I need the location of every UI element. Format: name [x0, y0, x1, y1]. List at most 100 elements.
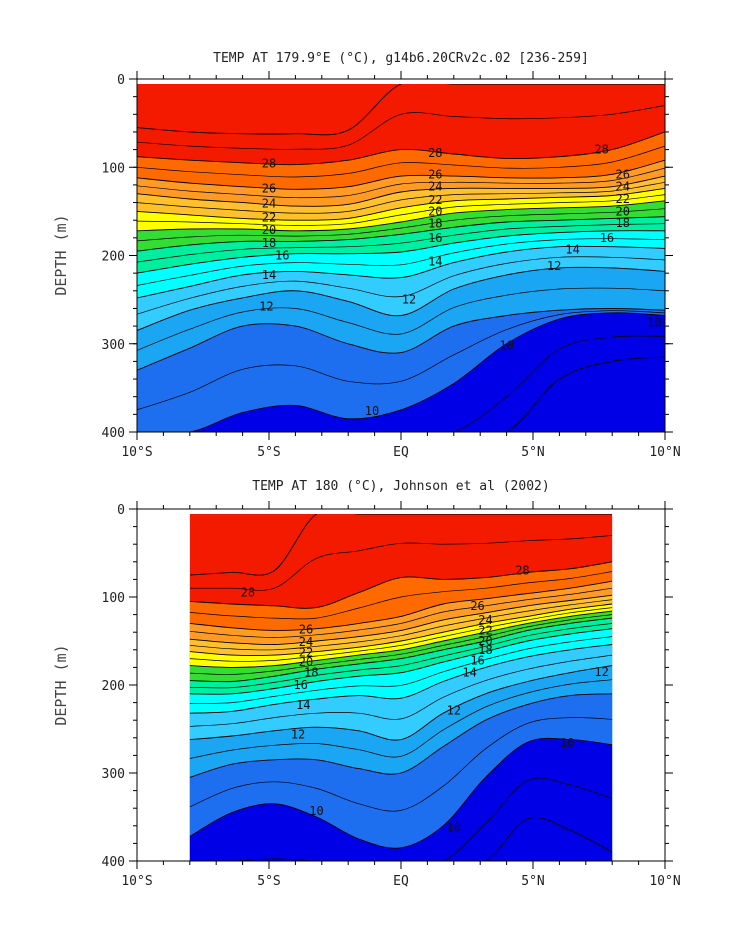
x-tick-label: 5°N: [521, 445, 544, 460]
isotherm-28: [137, 131, 665, 166]
x-tick-label: EQ: [393, 874, 409, 889]
isotherm-14: [137, 245, 665, 299]
contour-label: 20: [428, 204, 442, 218]
isotherm-minor: [137, 287, 665, 351]
isotherm-minor: [137, 223, 665, 263]
y-axis-label-top: DEPTH (m): [52, 214, 70, 295]
isotherm-minor: [189, 679, 613, 759]
isotherm-minor: [189, 636, 613, 704]
isotherm-18: [189, 617, 613, 683]
y-tick-label: 300: [102, 338, 125, 353]
contour-label: 12: [402, 293, 416, 307]
contour-label: 16: [428, 231, 442, 245]
contour-label: 26: [616, 167, 630, 181]
panel-bottom: TEMP AT 180 (°C), Johnson et al (2002) D…: [52, 479, 681, 889]
chart-title-top: TEMP AT 179.9°E (°C), g14b6.20CRv2c.02 […: [213, 51, 589, 66]
contour-label: 20: [478, 634, 492, 648]
isotherm-10: [189, 737, 613, 849]
contour-label: 16: [275, 249, 289, 263]
isotherm-29: [137, 84, 665, 136]
contour-label: 12: [291, 727, 305, 741]
band-below-10: [189, 738, 613, 861]
contour-label: 16: [293, 678, 307, 692]
contour-label: 18: [478, 643, 492, 657]
contour-label: 26: [470, 599, 484, 613]
y-tick-label: 0: [117, 503, 125, 518]
contour-label: 26: [299, 623, 313, 637]
y-tick-label: 400: [102, 426, 125, 441]
contour-label: 24: [428, 180, 442, 194]
x-tick-label: 5°S: [257, 874, 280, 889]
isotherm-minor: [189, 623, 613, 689]
isotherm-14: [189, 644, 613, 714]
isotherm-12: [189, 665, 613, 741]
isotherm-minor: [189, 587, 613, 638]
isotherm-minor: [137, 105, 665, 150]
contour-label: 10: [647, 316, 661, 330]
contour-label: 14: [262, 268, 276, 282]
y-tick-label: 400: [102, 855, 125, 870]
x-tick-label: 10°N: [649, 445, 680, 460]
contour-label: 12: [259, 300, 273, 314]
isotherm-29: [189, 514, 613, 576]
contour-label: 24: [299, 635, 313, 649]
temperature-fills-bottom: [189, 514, 613, 861]
contour-label: 20: [262, 223, 276, 237]
band-below-9: [189, 817, 613, 861]
isotherm-20: [189, 610, 613, 668]
temperature-fills-top: [137, 84, 665, 432]
contour-label: 22: [299, 645, 313, 659]
contour-label: 18: [616, 216, 630, 230]
x-tick-label: EQ: [393, 445, 409, 460]
x-tick-label: 5°N: [521, 874, 544, 889]
contour-label: 28: [515, 564, 529, 578]
contour-label: 12: [447, 704, 461, 718]
isotherm-minor: [137, 181, 665, 214]
contour-label: 18: [304, 666, 318, 680]
isotherm-labels-bottom: 2826242220181614121028262422201816141212…: [241, 564, 609, 835]
contour-label: 14: [296, 698, 310, 712]
isotherm-minor: [189, 614, 613, 675]
isotherm-minor: [189, 571, 613, 620]
band-below-10: [137, 312, 665, 432]
contour-label: 14: [462, 666, 476, 680]
isotherm-minor: [137, 238, 665, 286]
chart-title-bottom: TEMP AT 180 (°C), Johnson et al (2002): [252, 479, 549, 494]
isotherm-26: [189, 580, 613, 631]
contour-label: 26: [262, 181, 276, 195]
axes-top: 10°S 5°S EQ 5°N 10°N 0 100 200 300 400: [102, 71, 681, 460]
contour-label: 14: [428, 255, 442, 269]
contour-label: 22: [478, 623, 492, 637]
isotherm-9: [137, 356, 665, 432]
contour-label: 28: [241, 586, 255, 600]
contour-label: 16: [470, 653, 484, 667]
isotherm-22: [189, 603, 613, 656]
y-tick-label: 100: [102, 591, 125, 606]
isotherm-minor: [137, 335, 665, 432]
contour-label: 10: [309, 804, 323, 818]
isotherm-20: [137, 200, 665, 232]
panel-top: TEMP AT 179.9°E (°C), g14b6.20CRv2c.02 […: [52, 51, 681, 460]
x-tick-label: 10°S: [121, 445, 152, 460]
contour-label: 24: [478, 613, 492, 627]
contour-label: 10: [560, 736, 574, 750]
band-below-9: [137, 357, 665, 432]
isotherm-minor: [189, 717, 613, 812]
x-tick-label: 10°S: [121, 874, 152, 889]
contour-label: 22: [428, 193, 442, 207]
isotherm-minor: [189, 535, 613, 591]
isotherm-minor: [137, 194, 665, 226]
contour-label: 16: [600, 231, 614, 245]
axes-bottom: 10°S 5°S EQ 5°N 10°N 0 100 200 300 400: [102, 501, 681, 889]
isotherm-10: [137, 312, 665, 432]
isotherm-lines-bottom: [189, 514, 613, 861]
contour-label: 28: [594, 143, 608, 157]
isotherm-24: [137, 175, 665, 207]
isotherm-minor: [137, 167, 665, 199]
contour-label: 20: [299, 655, 313, 669]
contour-label: 28: [428, 146, 442, 160]
isotherm-minor: [189, 599, 613, 651]
contour-label: 26: [428, 167, 442, 181]
isotherm-22: [137, 187, 665, 221]
